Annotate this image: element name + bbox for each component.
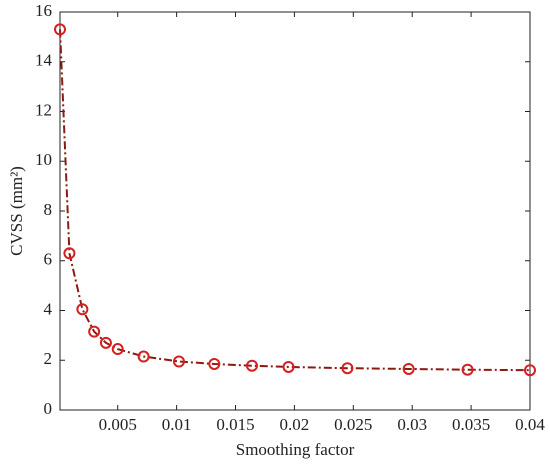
- x-tick-label: 0.005: [99, 415, 137, 434]
- y-tick-label: 0: [44, 399, 53, 418]
- y-tick-label: 12: [35, 100, 52, 119]
- y-tick-label: 16: [35, 1, 52, 20]
- marker: [137, 350, 150, 363]
- y-tick-label: 6: [44, 250, 53, 269]
- x-tick-label: 0.015: [216, 415, 254, 434]
- y-tick-label: 2: [44, 349, 53, 368]
- marker: [63, 247, 76, 260]
- marker: [172, 355, 185, 368]
- x-tick-label: 0.03: [397, 415, 427, 434]
- marker: [99, 336, 112, 349]
- y-tick-label: 8: [44, 200, 53, 219]
- y-tick-label: 4: [44, 299, 53, 318]
- marker: [341, 362, 354, 375]
- marker: [54, 23, 66, 36]
- x-tick-label: 0.035: [452, 415, 490, 434]
- marker: [246, 359, 259, 372]
- x-tick-label: 0.01: [162, 415, 192, 434]
- y-tick-label: 10: [35, 150, 52, 169]
- line: [59, 29, 531, 372]
- x-tick-label: 0.025: [334, 415, 372, 434]
- y-axis-label: CVSS (mm²): [7, 166, 26, 256]
- y-tick-label: 14: [35, 51, 53, 70]
- marker: [111, 343, 124, 356]
- marker: [524, 364, 536, 377]
- marker: [88, 325, 101, 338]
- marker: [76, 303, 89, 316]
- x-axis-label: Smoothing factor: [236, 440, 355, 459]
- marker: [461, 363, 474, 376]
- plot-frame: [59, 11, 531, 411]
- marker: [208, 357, 221, 370]
- x-tick-label: 0.04: [515, 415, 545, 434]
- marker: [282, 360, 295, 373]
- marker: [402, 362, 415, 375]
- x-tick-label: 0.02: [280, 415, 310, 434]
